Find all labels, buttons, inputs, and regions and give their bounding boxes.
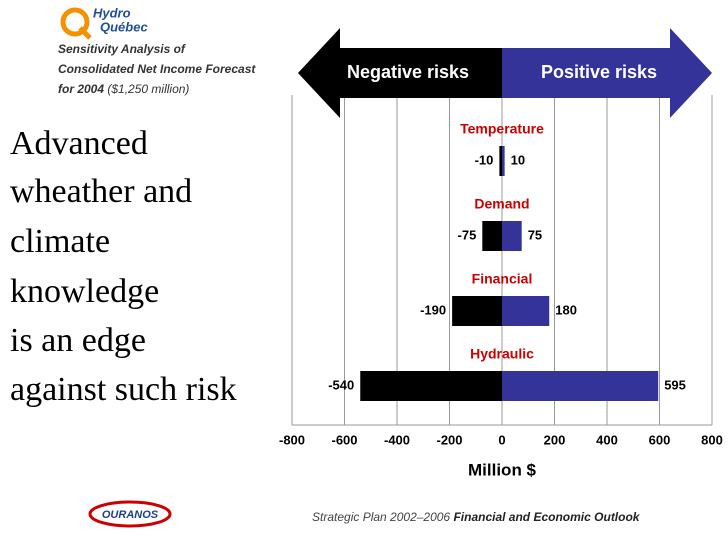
x-tick-label: 200 (544, 432, 566, 447)
body-text: Advanced (10, 125, 148, 162)
subtitle: for 2004 (58, 82, 104, 96)
footer-logo-mark (88, 500, 172, 528)
body-text: is an edge (10, 322, 146, 359)
data-label: -190 (420, 302, 446, 317)
bar (502, 296, 550, 326)
body-text: knowledge (10, 273, 159, 310)
logo-mark (78, 26, 92, 40)
footer-text: Strategic Plan 2002–2006 (312, 510, 450, 524)
bar (502, 371, 659, 401)
subtitle: Sensitivity Analysis of (58, 42, 186, 56)
x-tick-label: 0 (498, 432, 505, 447)
body-text: wheather and (10, 173, 192, 210)
bar (482, 221, 502, 251)
bar (502, 146, 505, 176)
data-label: 595 (664, 377, 686, 392)
x-tick-label: 400 (596, 432, 618, 447)
logo-text: Hydro (93, 5, 131, 20)
x-tick-label: -400 (384, 432, 410, 447)
x-tick-label: 800 (701, 432, 723, 447)
data-label: -75 (458, 227, 477, 242)
logo-mark (60, 7, 90, 37)
footer-logo: OURANOS (102, 509, 159, 521)
bar (502, 221, 522, 251)
subtitle-note: ($1,250 million) (107, 82, 189, 96)
data-label: -540 (328, 377, 354, 392)
body-text: against such risk (10, 371, 237, 408)
bar (360, 371, 502, 401)
legend-label: Positive risks (541, 62, 657, 82)
x-tick-label: -600 (331, 432, 357, 447)
x-tick-label: 600 (649, 432, 671, 447)
chart: -800 -600 -400 -200 0 200 400 600 800 Million $ Ne… (279, 28, 723, 479)
legend-arrow (298, 28, 502, 118)
data-label: 10 (511, 152, 525, 167)
category-label: Temperature (460, 121, 544, 137)
subtitle: Consolidated Net Income Forecast (58, 62, 256, 76)
footer-text: Strategic Plan 2002–2006 Financial and E… (312, 510, 641, 524)
category-label: Hydraulic (470, 346, 534, 362)
legend-arrow (502, 28, 712, 118)
x-tick-label: -200 (436, 432, 462, 447)
data-label: 180 (555, 302, 577, 317)
category-label: Demand (474, 196, 529, 212)
data-label: 75 (528, 227, 542, 242)
data-label: -10 (475, 152, 494, 167)
category-label: Financial (472, 271, 533, 287)
body-text: climate (10, 223, 110, 260)
legend-label: Negative risks (347, 62, 469, 82)
bar (499, 146, 502, 176)
bar (452, 296, 502, 326)
subtitle: for 2004 ($1,250 million) (58, 82, 189, 96)
x-axis-label: Million $ (468, 460, 537, 479)
footer-text: Financial and Economic Outlook (453, 510, 640, 524)
logo-text: Québec (100, 19, 148, 34)
x-tick-label: -800 (279, 432, 305, 447)
